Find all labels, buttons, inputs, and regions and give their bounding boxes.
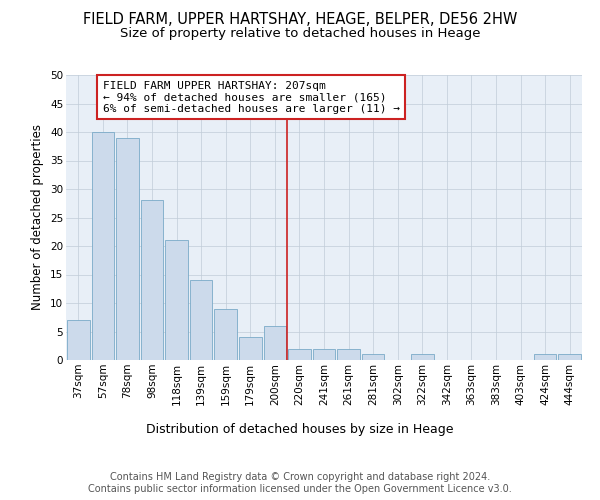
Bar (165, 240, 188, 360)
Y-axis label: Number of detached properties: Number of detached properties (31, 124, 44, 310)
Text: FIELD FARM UPPER HARTSHAY: 207sqm
← 94% of detached houses are smaller (165)
6% : FIELD FARM UPPER HARTSHAY: 207sqm ← 94% … (103, 80, 400, 114)
Bar (140, 200, 163, 360)
Text: Size of property relative to detached houses in Heage: Size of property relative to detached ho… (120, 28, 480, 40)
Bar (411, 354, 434, 360)
Bar (116, 138, 139, 360)
Text: FIELD FARM, UPPER HARTSHAY, HEAGE, BELPER, DE56 2HW: FIELD FARM, UPPER HARTSHAY, HEAGE, BELPE… (83, 12, 517, 28)
Bar (263, 326, 286, 360)
Bar (67, 320, 89, 360)
Bar (313, 348, 335, 360)
Bar (288, 348, 311, 360)
Bar (337, 348, 360, 360)
Bar (559, 354, 581, 360)
Bar (534, 354, 556, 360)
Bar (362, 354, 385, 360)
Bar (190, 280, 212, 360)
Text: Contains HM Land Registry data © Crown copyright and database right 2024.
Contai: Contains HM Land Registry data © Crown c… (88, 472, 512, 494)
Text: Distribution of detached houses by size in Heage: Distribution of detached houses by size … (146, 422, 454, 436)
Bar (239, 337, 262, 360)
Bar (214, 308, 237, 360)
Bar (92, 132, 114, 360)
